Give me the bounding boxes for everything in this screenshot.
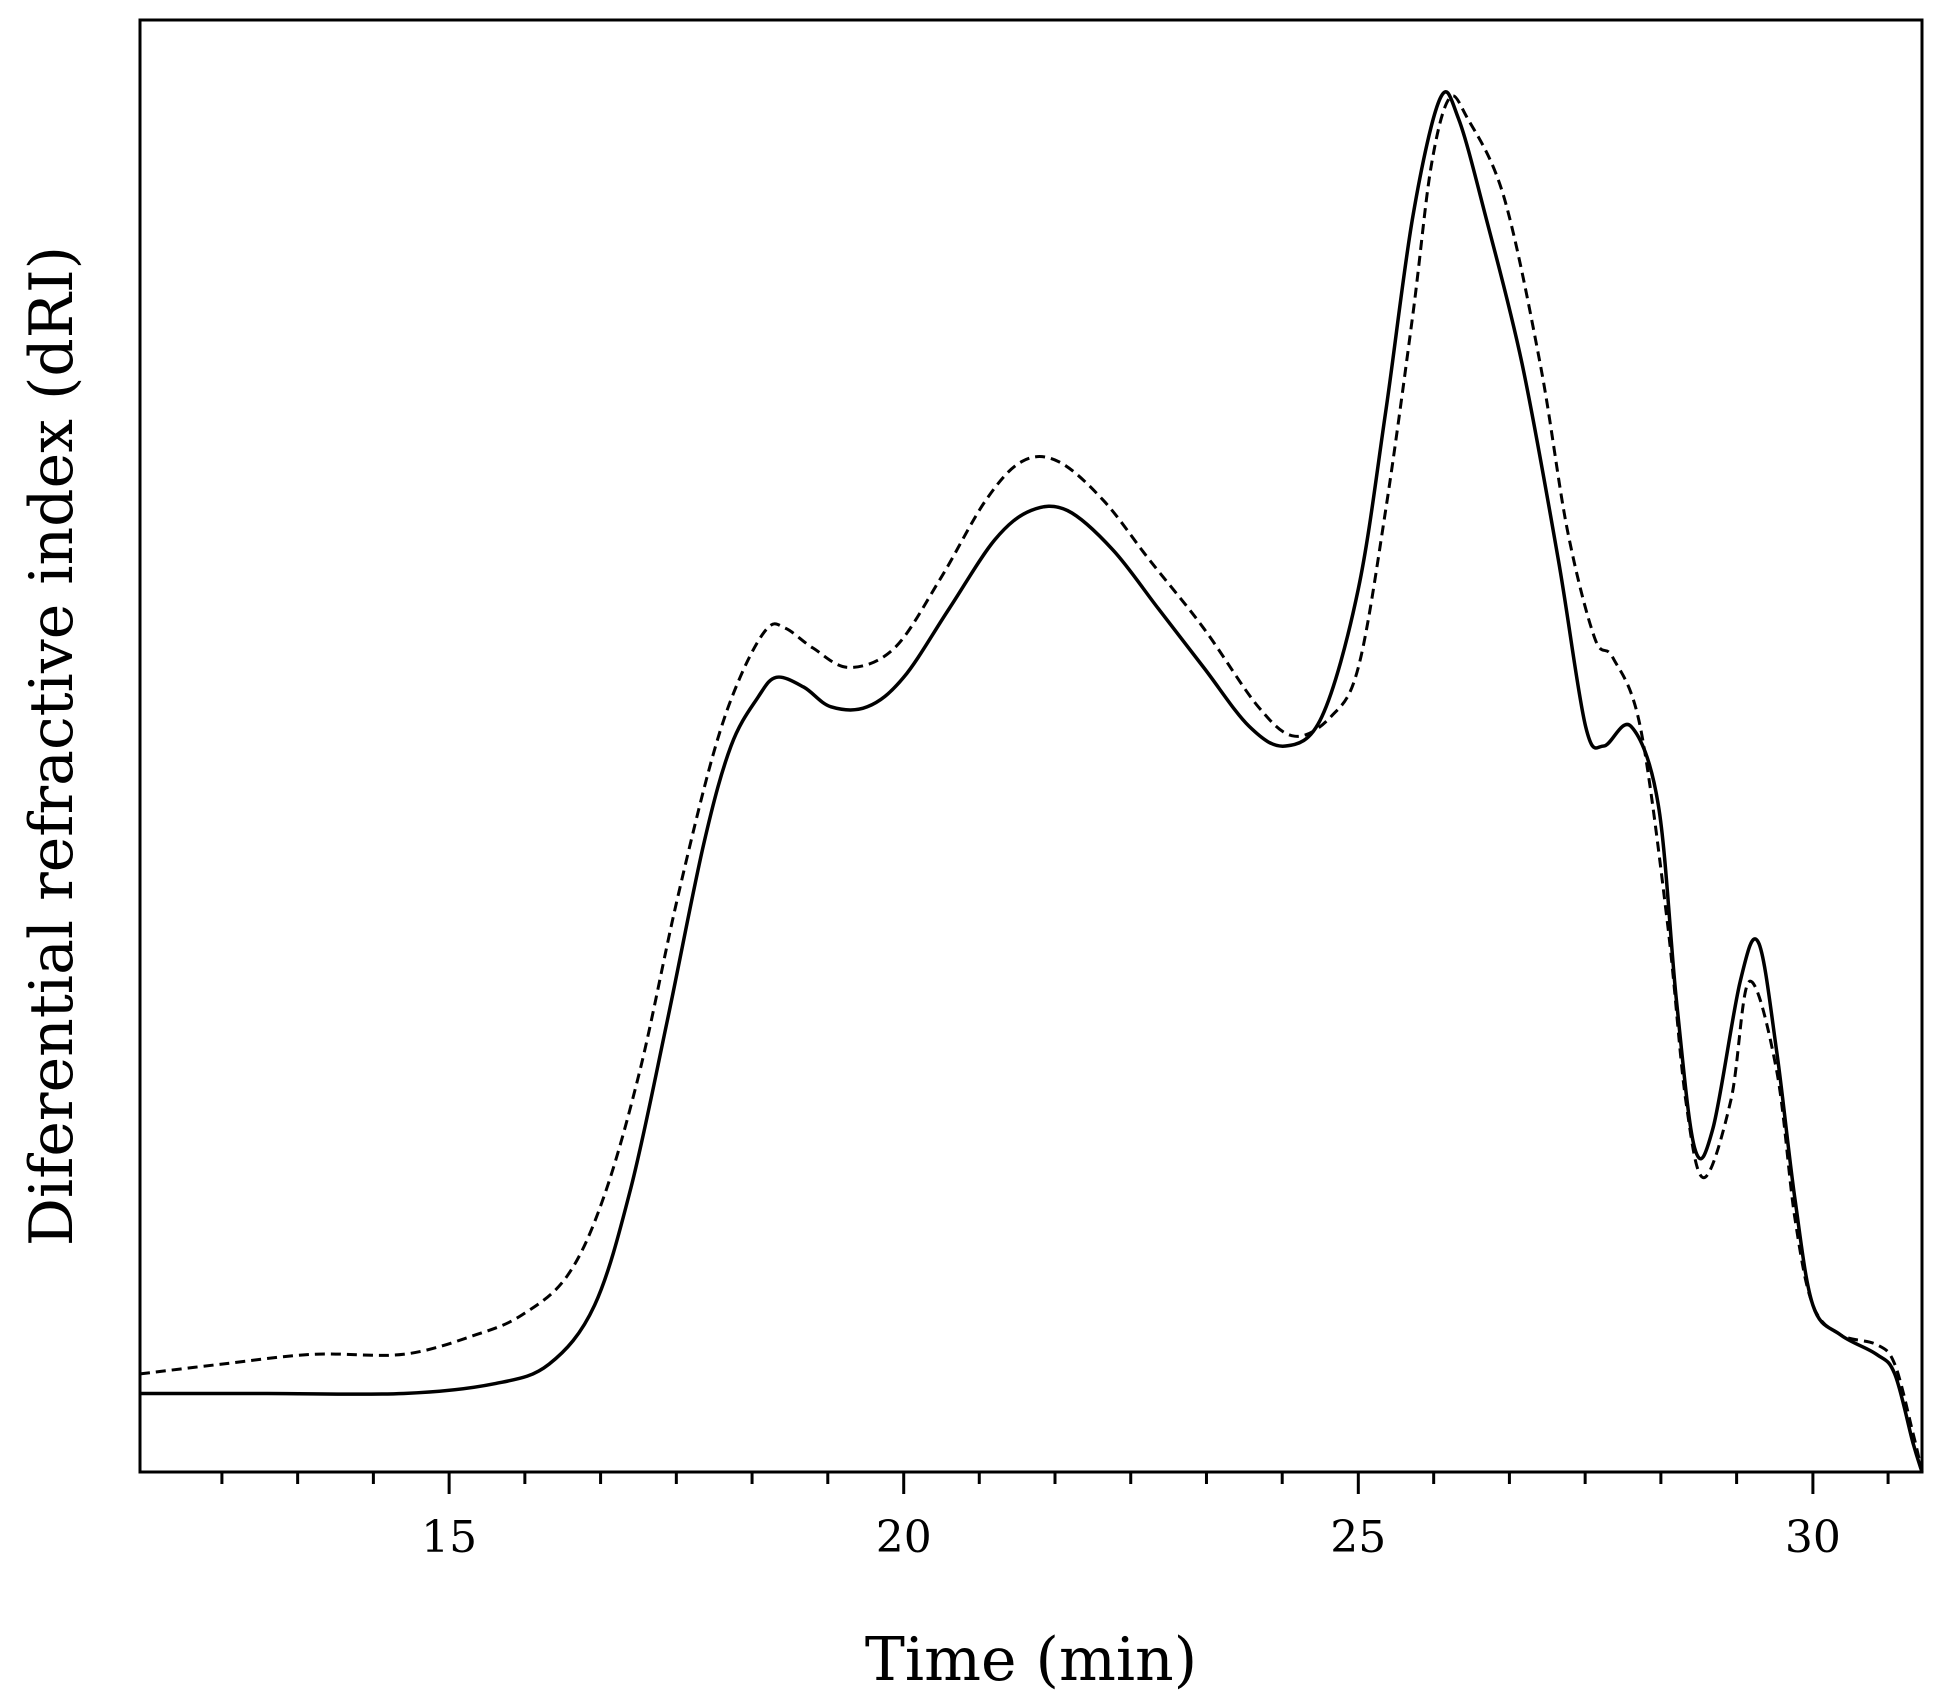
series-layer [139, 90, 1924, 1473]
y-axis-title: Diferential refractive index (dRI) [17, 246, 87, 1246]
series-line-dashed [139, 94, 1924, 1473]
x-tick-label: 15 [421, 1512, 477, 1563]
x-tick-labels: 15 20 25 30 [421, 1512, 1841, 1563]
major-ticks [447, 1472, 1815, 1494]
x-axis-title: Time (min) [865, 1625, 1197, 1695]
series-line-solid [140, 90, 1924, 1473]
x-tick-label: 25 [1330, 1512, 1386, 1563]
minor-ticks [220, 1472, 1890, 1484]
x-tick-label: 20 [876, 1512, 932, 1563]
x-tick-label: 30 [1785, 1512, 1841, 1563]
plot-frame [138, 18, 1924, 1474]
